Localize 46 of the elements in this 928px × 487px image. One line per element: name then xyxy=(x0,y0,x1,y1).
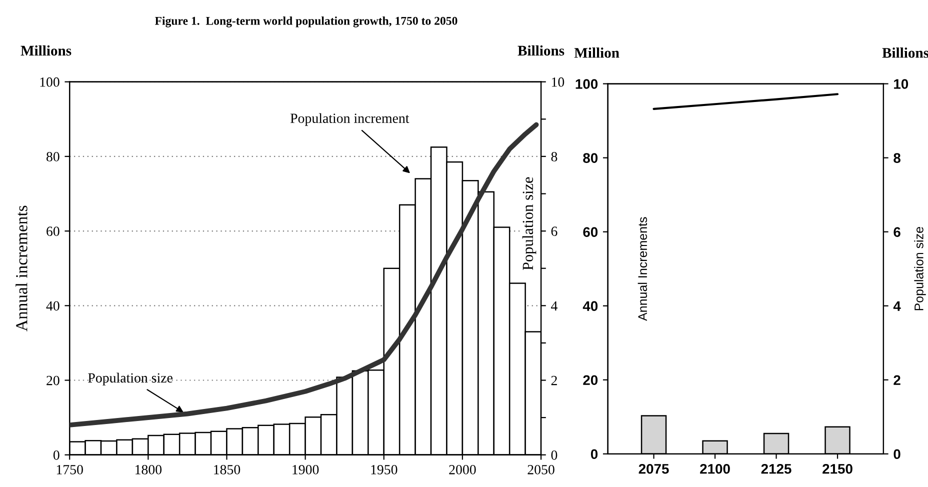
y2-tick-label: 10 xyxy=(894,79,908,89)
x-tick-label: 2050 xyxy=(528,464,554,474)
x-tick-label: 2100 xyxy=(700,464,730,474)
line-series xyxy=(652,93,839,110)
annotation: Population size xyxy=(88,372,172,386)
text: Millions xyxy=(20,45,72,56)
y2-axis-title: Population size xyxy=(914,226,926,310)
x-tick-label: 2000 xyxy=(449,464,476,474)
y-tick-label: 20 xyxy=(46,376,60,386)
x-tick-label: 1800 xyxy=(136,464,162,474)
y-tick-label: 100 xyxy=(576,79,598,89)
y2-tick-label: 0 xyxy=(551,450,558,460)
y2-tick-label: 4 xyxy=(893,301,901,311)
x-tick-label: 1850 xyxy=(214,464,240,474)
y2-tick-label: 8 xyxy=(894,153,900,163)
y-tick-label: 0 xyxy=(590,449,598,460)
y-axis-title: Annual increments xyxy=(16,206,28,332)
chart-title: Figure 1. Long-term world population growth, 1750 to 2050 xyxy=(154,16,458,28)
y2-tick-label: 2 xyxy=(894,375,900,385)
x-tick-label: 2150 xyxy=(822,464,852,474)
y-tick-label: 100 xyxy=(40,77,60,87)
text: Billions xyxy=(518,45,564,56)
y-axis-title: Annual Increments xyxy=(638,217,648,321)
y2-tick-label: 8 xyxy=(551,152,558,162)
y-tick-label: 20 xyxy=(583,375,598,386)
y2-tick-label: 2 xyxy=(551,376,557,386)
y2-tick-label: 6 xyxy=(551,226,558,236)
y2-tick-label: 0 xyxy=(894,449,900,460)
x-tick-label: 2075 xyxy=(638,464,669,474)
y-tick-label: 40 xyxy=(582,301,598,312)
x-tick-label: 1900 xyxy=(292,464,319,474)
y-tick-label: 40 xyxy=(46,301,60,311)
annotation: Population increment xyxy=(290,113,410,126)
y2-tick-label: 4 xyxy=(551,301,558,310)
y2-tick-label: 10 xyxy=(552,77,564,87)
y2-axis-title: Population size xyxy=(522,177,536,270)
x-tick-label: 2125 xyxy=(761,464,792,474)
y-tick-label: 60 xyxy=(583,227,598,237)
x-tick-label: 1750 xyxy=(56,464,83,474)
text: Million xyxy=(574,48,620,58)
y-tick-label: 80 xyxy=(46,152,60,162)
y-tick-label: 80 xyxy=(583,153,598,163)
x-tick-label: 1950 xyxy=(371,464,398,474)
y2-tick-label: 6 xyxy=(894,227,900,237)
y-tick-label: 60 xyxy=(46,226,60,236)
y-tick-label: 0 xyxy=(53,450,60,460)
